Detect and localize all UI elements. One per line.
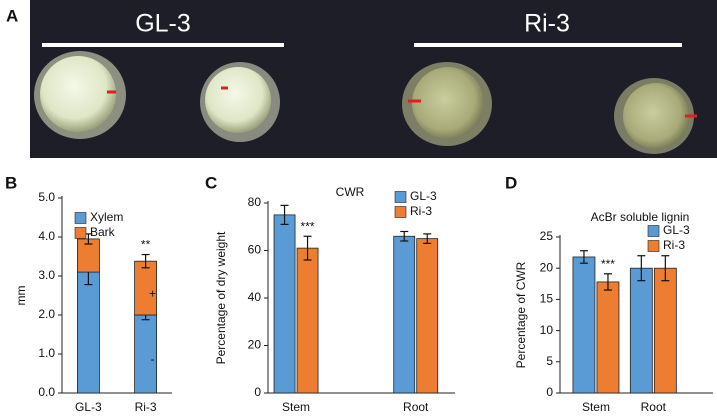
legend-swatch: [394, 206, 407, 218]
y-tick-label: 0: [546, 385, 553, 399]
error-bar: [423, 233, 432, 244]
legend-swatch: [74, 212, 87, 224]
y-tick-label: 60: [248, 243, 262, 257]
legend-label: Xylem: [90, 210, 123, 224]
error-bar: [603, 273, 612, 291]
stem-section: [623, 83, 689, 149]
chart-title: AcBr soluble lignin: [591, 210, 690, 224]
y-tick-label: 2.0: [38, 307, 55, 321]
significance: ***: [301, 219, 315, 233]
group-label: Ri-3: [524, 10, 570, 38]
legend-label: Ri-3: [663, 238, 685, 252]
error-bar: [141, 253, 150, 269]
error-bar: [661, 255, 670, 282]
x-tick-label: GL-3: [75, 400, 102, 414]
bar: [273, 214, 296, 394]
y-axis-label: mm: [14, 286, 28, 306]
bar: [596, 281, 620, 394]
y-tick-label: 1.0: [38, 346, 55, 360]
x-tick-label: Stem: [582, 400, 610, 414]
bar: [77, 271, 100, 394]
y-tick-label: 0.0: [38, 385, 55, 399]
bar: [653, 267, 677, 394]
error-bar: [303, 235, 312, 261]
panel-label: B: [5, 173, 17, 192]
y-tick-label: 20: [248, 338, 262, 352]
y-tick-label: 25: [540, 229, 554, 243]
y-tick-label: 0: [254, 385, 261, 399]
y-tick-label: 15: [540, 292, 554, 306]
stem-section: [412, 67, 484, 139]
legend-swatch: [647, 225, 660, 237]
chart-title: CWR: [336, 185, 365, 199]
group-label: GL-3: [135, 10, 191, 38]
error-bar: [579, 250, 588, 264]
x-tick-label: Root: [641, 400, 667, 414]
bar: [416, 238, 439, 394]
legend-label: Bark: [90, 225, 116, 239]
segment-label: +: [149, 286, 156, 300]
legend-swatch: [647, 240, 660, 252]
bar: [393, 235, 416, 394]
significance: ***: [601, 257, 615, 271]
error-bar: [400, 230, 409, 242]
stem-section: [205, 67, 271, 133]
significance: **: [141, 238, 151, 252]
panel-label: D: [505, 173, 517, 192]
y-axis-label: Percentage of dry weight: [214, 231, 228, 364]
bar: [572, 256, 596, 394]
x-tick-label: Ri-3: [135, 400, 157, 414]
error-bar: [280, 204, 289, 225]
photo: GL-3 Ri-3: [30, 0, 717, 158]
panel-label: A: [6, 6, 18, 25]
y-tick-label: 40: [248, 290, 262, 304]
y-tick-label: 5: [546, 354, 553, 368]
bar: [629, 267, 653, 394]
error-bar: [637, 255, 646, 282]
legend-swatch: [74, 227, 87, 239]
bar: [296, 247, 319, 394]
panel-label: C: [205, 173, 217, 192]
legend-label: Ri-3: [410, 204, 432, 218]
y-tick-label: 5.0: [38, 190, 55, 204]
y-tick-label: 4.0: [38, 229, 55, 243]
y-tick-label: 10: [540, 323, 554, 337]
y-axis-label: Percentage of CWR: [514, 261, 528, 368]
legend-label: GL-3: [663, 223, 690, 237]
y-tick-label: 20: [540, 260, 554, 274]
legend-label: GL-3: [410, 189, 437, 203]
x-tick-label: Stem: [282, 400, 310, 414]
stem-section: [40, 56, 116, 132]
segment-label: -: [151, 352, 155, 366]
legend-swatch: [394, 191, 407, 203]
x-tick-label: Root: [403, 400, 429, 414]
photo-background: [30, 0, 717, 158]
y-tick-label: 80: [248, 195, 262, 209]
y-tick-label: 3.0: [38, 268, 55, 282]
